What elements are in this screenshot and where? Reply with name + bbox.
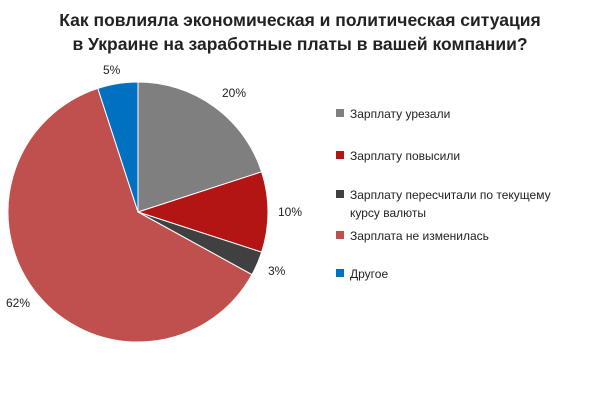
pie-slice-other [97,81,139,213]
legend-swatch-unchanged [336,231,344,239]
data-label-other: 5% [103,63,121,77]
legend-swatch-other [336,269,344,277]
chart-title-line-1: Как повлияла экономическая и политическа… [59,10,541,30]
chart-title-line-2: в Украине на заработные платы в вашей ко… [72,34,528,54]
legend-swatch-recalculated [336,190,344,198]
pie-slice-unchanged [7,87,253,343]
data-label-raised: 10% [278,205,303,219]
legend-label-raised: Зарплату повысили [350,149,461,163]
data-label-recalculated: 3% [268,264,286,278]
chart-title: Как повлияла экономическая и политическа… [20,8,580,56]
legend-label-unchanged: Зарплата не изменилась [350,229,489,243]
pie-slice-raised [136,171,269,253]
legend-label-cut: Зарплату урезали [350,107,451,121]
data-label-cut: 20% [222,86,247,100]
data-label-unchanged: 62% [6,296,31,310]
legend-swatch-raised [336,151,344,159]
legend-swatch-cut [336,109,344,117]
legend-label-other: Другое [350,267,389,281]
legend-label-recalculated: Зарплату пересчитали по текущему курсу в… [350,188,551,220]
pie-slice-cut [137,81,263,213]
